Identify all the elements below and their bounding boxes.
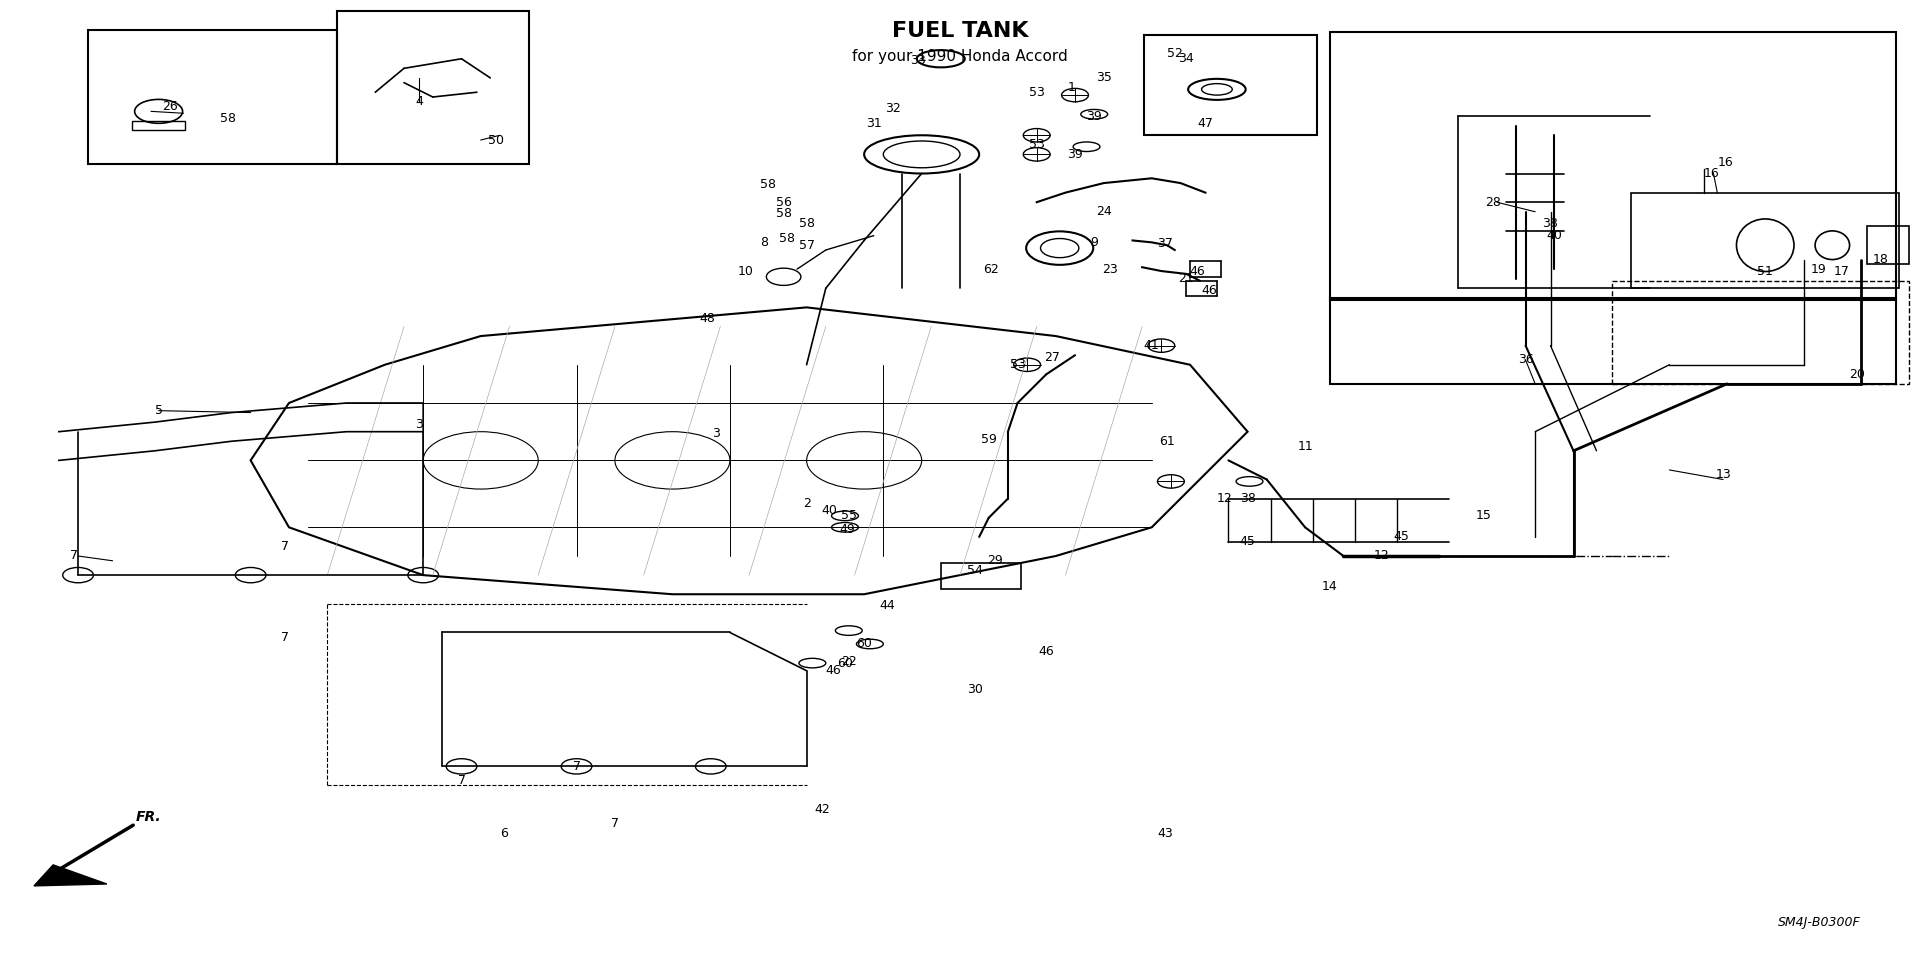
Text: 7: 7 — [280, 540, 290, 553]
Text: 12: 12 — [1375, 550, 1390, 563]
Text: 7: 7 — [457, 774, 465, 787]
Text: 3: 3 — [712, 427, 720, 440]
Text: 6: 6 — [499, 827, 507, 840]
Text: 58: 58 — [760, 178, 776, 192]
Text: 62: 62 — [983, 263, 998, 275]
Text: 51: 51 — [1757, 265, 1774, 277]
Text: 39: 39 — [1068, 148, 1083, 161]
Text: 15: 15 — [1475, 509, 1492, 523]
Text: 31: 31 — [866, 117, 881, 130]
Text: 7: 7 — [572, 760, 580, 773]
Text: 16: 16 — [1716, 156, 1734, 169]
Text: 46: 46 — [826, 665, 841, 677]
Polygon shape — [35, 865, 108, 886]
Text: 48: 48 — [699, 313, 714, 325]
Text: 2: 2 — [803, 497, 810, 510]
Text: 38: 38 — [1542, 217, 1559, 230]
Bar — [1144, 35, 1317, 135]
Bar — [1630, 193, 1899, 289]
Text: 20: 20 — [1849, 368, 1864, 381]
Text: 49: 49 — [839, 523, 854, 536]
Bar — [1331, 32, 1895, 300]
Text: 11: 11 — [1298, 439, 1313, 453]
Text: 7: 7 — [611, 817, 618, 830]
Bar — [1866, 226, 1908, 265]
Text: 58: 58 — [219, 111, 236, 125]
Text: 55: 55 — [841, 509, 856, 523]
Text: 9: 9 — [1091, 236, 1098, 248]
Text: 47: 47 — [1198, 117, 1213, 130]
Text: 17: 17 — [1834, 265, 1849, 277]
Bar — [1613, 281, 1908, 384]
Text: 24: 24 — [1096, 205, 1112, 219]
Bar — [88, 30, 336, 164]
Text: 60: 60 — [837, 657, 852, 669]
Text: 36: 36 — [1517, 354, 1534, 366]
Text: 46: 46 — [1190, 265, 1206, 277]
Text: 52: 52 — [1167, 48, 1183, 60]
Text: 33: 33 — [910, 54, 925, 67]
Text: 18: 18 — [1872, 253, 1887, 266]
Text: 26: 26 — [161, 100, 179, 113]
Text: 19: 19 — [1811, 263, 1826, 275]
Text: FR.: FR. — [136, 809, 161, 824]
Text: 37: 37 — [1158, 237, 1173, 249]
Text: 12: 12 — [1217, 492, 1233, 505]
Text: 10: 10 — [737, 265, 753, 277]
Text: 30: 30 — [968, 684, 983, 696]
Text: 53: 53 — [1010, 359, 1025, 371]
Text: 58: 58 — [776, 207, 791, 221]
Text: 46: 46 — [1039, 645, 1054, 658]
Text: 57: 57 — [799, 239, 814, 251]
Text: 53: 53 — [1029, 85, 1044, 99]
Bar — [941, 563, 1021, 590]
Text: FUEL TANK: FUEL TANK — [891, 20, 1029, 40]
Text: 40: 40 — [822, 503, 837, 517]
Text: 7: 7 — [71, 550, 79, 563]
Bar — [132, 121, 186, 130]
Text: 45: 45 — [1240, 535, 1256, 549]
Text: 22: 22 — [841, 655, 856, 667]
Text: 8: 8 — [760, 236, 768, 248]
Text: 39: 39 — [1087, 109, 1102, 123]
Text: 40: 40 — [1546, 229, 1563, 243]
Text: 1: 1 — [1068, 81, 1075, 94]
Text: for your 1990 Honda Accord: for your 1990 Honda Accord — [852, 49, 1068, 64]
Text: 46: 46 — [1202, 284, 1217, 296]
Text: 43: 43 — [1158, 827, 1173, 840]
Text: 14: 14 — [1323, 580, 1338, 593]
Bar — [1331, 298, 1895, 384]
Text: 29: 29 — [987, 554, 1002, 568]
Text: 35: 35 — [1096, 71, 1112, 84]
Text: 4: 4 — [415, 95, 422, 108]
Text: 21: 21 — [1179, 272, 1194, 285]
Text: 58: 58 — [799, 217, 814, 230]
Text: 41: 41 — [1144, 339, 1160, 352]
Text: 27: 27 — [1044, 351, 1060, 363]
Text: 32: 32 — [885, 102, 900, 115]
Text: 5: 5 — [156, 404, 163, 417]
Text: 60: 60 — [856, 638, 872, 650]
Text: 50: 50 — [488, 133, 505, 147]
Text: 7: 7 — [280, 631, 290, 643]
Text: 61: 61 — [1160, 434, 1175, 448]
Text: 28: 28 — [1484, 196, 1501, 209]
Text: 44: 44 — [879, 599, 895, 612]
Text: 59: 59 — [981, 433, 996, 446]
Text: 34: 34 — [1179, 52, 1194, 65]
Text: SM4J-B0300F: SM4J-B0300F — [1778, 916, 1860, 929]
Bar — [336, 11, 528, 164]
Text: 54: 54 — [968, 564, 983, 577]
Text: 3: 3 — [415, 417, 422, 431]
Text: 38: 38 — [1240, 492, 1256, 505]
Text: 16: 16 — [1703, 167, 1720, 180]
Text: 45: 45 — [1394, 530, 1409, 544]
Text: 13: 13 — [1715, 468, 1732, 481]
Text: 42: 42 — [814, 803, 829, 816]
Text: 56: 56 — [776, 196, 791, 209]
Text: 58: 58 — [780, 232, 795, 246]
Text: 53: 53 — [1029, 138, 1044, 152]
Text: 23: 23 — [1102, 263, 1117, 275]
